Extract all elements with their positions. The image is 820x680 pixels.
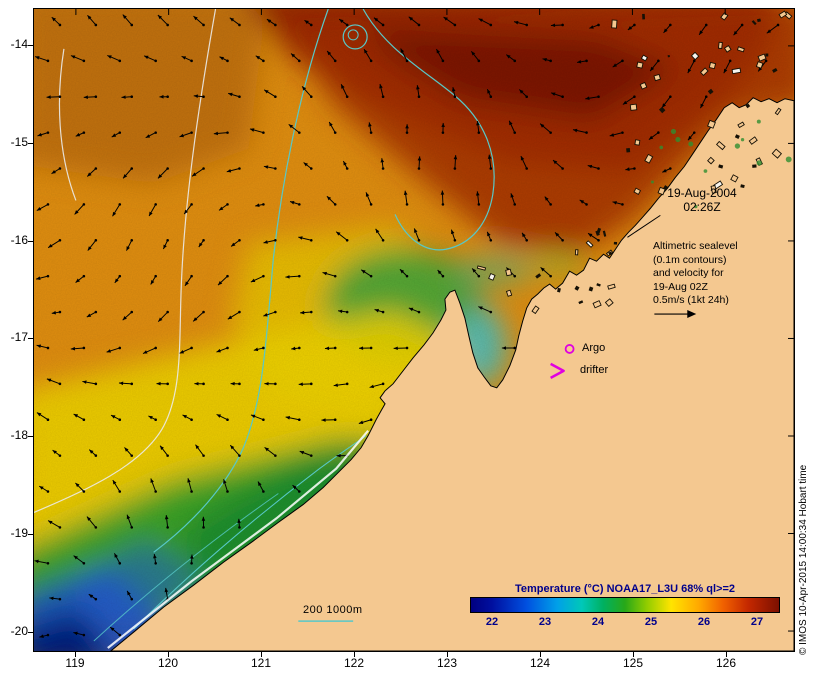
axis-tick xyxy=(75,652,76,657)
y-axis-label: -18 xyxy=(10,428,28,443)
axis-tick xyxy=(261,652,262,657)
x-axis-label: 120 xyxy=(157,656,179,670)
axis-tick xyxy=(540,652,541,657)
x-axis-label: 124 xyxy=(529,656,551,670)
y-axis-label: -16 xyxy=(10,232,28,247)
imos-credit: © IMOS 10-Apr-2015 14:00:34 Hobart time xyxy=(798,464,809,655)
axis-tick xyxy=(28,45,33,46)
velocity-scale-arrow xyxy=(654,310,697,319)
axis-tick xyxy=(354,652,355,657)
y-axis-label: -14 xyxy=(10,37,28,51)
datetime-annotation: 19-Aug-2004 02:26Z xyxy=(656,186,748,214)
x-axis-label: 121 xyxy=(250,656,272,670)
axis-tick xyxy=(28,338,33,340)
colorbar-tick-label: 23 xyxy=(538,616,552,628)
axis-tick xyxy=(28,240,33,242)
colorbar-tick-label: 25 xyxy=(644,616,658,628)
axis-tick xyxy=(633,652,634,657)
time-text: 02:26Z xyxy=(683,200,721,214)
argo-marker-icon xyxy=(564,344,575,354)
x-axis-label: 125 xyxy=(622,656,644,670)
axis-tick xyxy=(447,652,448,657)
date-text: 19-Aug-2004 xyxy=(667,186,737,200)
drifter-marker-icon xyxy=(550,362,565,379)
land-polygon xyxy=(110,97,794,651)
sst-map-image xyxy=(34,9,794,651)
axis-tick xyxy=(168,652,169,657)
y-axis-label: -17 xyxy=(10,330,28,345)
colorbar-tick-label: 27 xyxy=(750,616,764,628)
velocity-arrows xyxy=(34,14,780,638)
colorbar-tick-label: 26 xyxy=(697,616,711,628)
x-axis-label: 122 xyxy=(343,656,365,670)
axis-inner-ticks xyxy=(75,9,794,632)
colorbar-gradient xyxy=(470,597,780,613)
argo-label: Argo xyxy=(582,342,606,354)
drifter-label: drifter xyxy=(580,364,609,376)
depth-contour-legend: 200 1000m xyxy=(303,604,363,616)
axis-tick xyxy=(28,631,33,633)
x-axis-label: 119 xyxy=(65,656,85,670)
temperature-colorbar: Temperature (°C) NOAA17_L3U 68% ql>=2 22… xyxy=(470,583,780,637)
x-axis-label: 126 xyxy=(715,656,737,670)
colorbar-title: Temperature (°C) NOAA17_L3U 68% ql>=2 xyxy=(515,583,735,595)
y-axis-label: -20 xyxy=(10,623,28,638)
colorbar-tick-label: 22 xyxy=(485,616,499,628)
x-axis-label: 123 xyxy=(436,656,458,670)
y-axis-label: -15 xyxy=(10,134,28,149)
axis-tick xyxy=(28,142,33,144)
map-area xyxy=(33,8,795,652)
axis-tick xyxy=(726,652,727,657)
sealevel-contours xyxy=(34,9,495,642)
colorbar-tick-label: 24 xyxy=(591,616,605,628)
note-line: Altimetric sealevel xyxy=(653,240,738,252)
islands xyxy=(476,10,793,315)
note-line: and velocity for xyxy=(653,267,724,279)
coastline-land xyxy=(107,97,794,651)
y-axis-label: -19 xyxy=(10,526,28,541)
note-line: 19-Aug 02Z xyxy=(653,280,708,293)
axis-tick xyxy=(28,534,33,536)
date-pointer-line xyxy=(627,214,661,238)
note-line: 0.5m/s (1kt 24h) xyxy=(653,294,729,306)
altimetric-note: Altimetric sealevel (0.1m contours) and … xyxy=(653,240,771,308)
note-line: (0.1m contours) xyxy=(653,253,727,266)
axis-tick xyxy=(28,436,33,438)
